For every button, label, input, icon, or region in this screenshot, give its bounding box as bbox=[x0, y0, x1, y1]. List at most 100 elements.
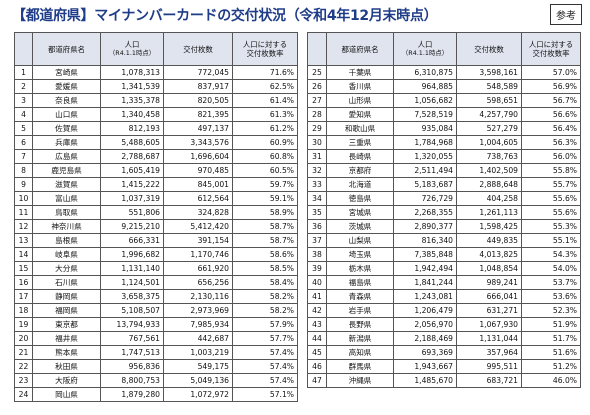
table-cell: 71.6% bbox=[232, 65, 298, 80]
table-cell: 38 bbox=[307, 247, 327, 262]
table-row: 4 山口県 1,340,458 821,395 61.3% bbox=[14, 107, 298, 122]
table-row: 33 北海道 5,183,687 2,888,648 55.7% bbox=[307, 177, 581, 192]
table-cell: 2,268,355 bbox=[393, 205, 457, 220]
table-cell: 31 bbox=[307, 149, 327, 164]
table-cell: 35 bbox=[307, 205, 327, 220]
table-cell: 995,511 bbox=[456, 359, 522, 374]
table-cell: 56.6% bbox=[521, 107, 581, 122]
table-cell: 55.8% bbox=[521, 163, 581, 178]
table-cell: 20 bbox=[14, 331, 33, 346]
table-cell: 551,806 bbox=[100, 205, 164, 220]
table-row: 17 静岡県 3,658,375 2,130,116 58.2% bbox=[14, 289, 298, 304]
header-text: 人口 bbox=[417, 40, 433, 49]
table-cell: 33 bbox=[307, 177, 327, 192]
table-cell: 40 bbox=[307, 275, 327, 290]
table-cell: 772,045 bbox=[163, 65, 233, 80]
table-cell: 738,763 bbox=[456, 149, 522, 164]
table-cell: 59.1% bbox=[232, 191, 298, 206]
table-row: 10 富山県 1,037,319 612,564 59.1% bbox=[14, 191, 298, 206]
table-row: 9 滋賀県 1,415,222 845,001 59.7% bbox=[14, 177, 298, 192]
table-cell: 598,651 bbox=[456, 93, 522, 108]
table-row: 16 石川県 1,124,501 656,256 58.4% bbox=[14, 275, 298, 290]
table-cell: 3 bbox=[14, 93, 33, 108]
table-cell: 福島県 bbox=[326, 275, 394, 290]
table-cell: 青森県 bbox=[326, 289, 394, 304]
table-cell: 60.5% bbox=[232, 163, 298, 178]
table-cell: 7,528,519 bbox=[393, 107, 457, 122]
table-row: 18 福岡県 5,108,507 2,973,969 58.2% bbox=[14, 303, 298, 318]
header-cell: 都道府県名 bbox=[32, 32, 101, 66]
table-cell: 1,243,081 bbox=[393, 289, 457, 304]
table-cell: 989,241 bbox=[456, 275, 522, 290]
table-cell: 15 bbox=[14, 261, 33, 276]
table-cell: 51.2% bbox=[521, 359, 581, 374]
table-cell: 62.5% bbox=[232, 79, 298, 94]
table-cell: 47 bbox=[307, 373, 327, 388]
table-cell: 5,108,507 bbox=[100, 303, 164, 318]
table-cell: 1,003,219 bbox=[163, 345, 233, 360]
header-cell: 人口に対する 交付枚数率 bbox=[232, 32, 298, 66]
table-cell: 8,800,753 bbox=[100, 373, 164, 388]
table-cell: 51.9% bbox=[521, 317, 581, 332]
table-row: 39 栃木県 1,942,494 1,048,854 54.0% bbox=[307, 261, 581, 276]
title: 【都道府県】マイナンバーカードの交付状況（令和4年12月末時点） bbox=[12, 8, 438, 24]
table-cell: 683,721 bbox=[456, 373, 522, 388]
table-cell: 55.7% bbox=[521, 177, 581, 192]
table-cell: 812,193 bbox=[100, 121, 164, 136]
table-cell: 1,261,113 bbox=[456, 205, 522, 220]
table-cell: 1,841,244 bbox=[393, 275, 457, 290]
table-row: 32 京都府 2,511,494 1,402,509 55.8% bbox=[307, 163, 581, 178]
data-table: 都道府県名 人口 （R4.1.1時点） 交付枚数 人口に対する 交付枚数率 25 千葉県 6,3… bbox=[307, 32, 581, 388]
table-cell: 1,067,930 bbox=[456, 317, 522, 332]
table-cell: 1,879,280 bbox=[100, 387, 164, 402]
table-cell: 1,605,419 bbox=[100, 163, 164, 178]
table-row: 35 宮城県 2,268,355 1,261,113 55.6% bbox=[307, 205, 581, 220]
table-cell: 59.7% bbox=[232, 177, 298, 192]
header-cell: 人口 （R4.1.1時点） bbox=[100, 32, 164, 66]
table-cell: 滋賀県 bbox=[32, 177, 101, 192]
table-cell: 57.4% bbox=[232, 359, 298, 374]
table-cell: 28 bbox=[307, 107, 327, 122]
table-cell: 357,964 bbox=[456, 345, 522, 360]
table-cell: 山形県 bbox=[326, 93, 394, 108]
table-cell: 23 bbox=[14, 373, 33, 388]
header-text: 人口に対する bbox=[242, 40, 288, 49]
table-row: 20 福井県 767,561 442,687 57.7% bbox=[14, 331, 298, 346]
table-row: 25 千葉県 6,310,875 3,598,161 57.0% bbox=[307, 65, 581, 80]
header-cell: 交付枚数 bbox=[163, 32, 233, 66]
table-cell: 58.7% bbox=[232, 219, 298, 234]
table-cell: 726,729 bbox=[393, 191, 457, 206]
table-cell: 2,056,970 bbox=[393, 317, 457, 332]
table-cell: 宮城県 bbox=[326, 205, 394, 220]
table-row: 47 沖縄県 1,485,670 683,721 46.0% bbox=[307, 373, 581, 388]
table-cell: 666,041 bbox=[456, 289, 522, 304]
table-cell: 3,598,161 bbox=[456, 65, 522, 80]
table-cell: 956,836 bbox=[100, 359, 164, 374]
table-cell: 41 bbox=[307, 289, 327, 304]
table-cell: 岐阜県 bbox=[32, 247, 101, 262]
table-cell: 徳島県 bbox=[326, 191, 394, 206]
table-cell: 群馬県 bbox=[326, 359, 394, 374]
table-row: 8 鹿児島県 1,605,419 970,485 60.5% bbox=[14, 163, 298, 178]
table-cell: 30 bbox=[307, 135, 327, 150]
table-cell: 奈良県 bbox=[32, 93, 101, 108]
table-cell: 39 bbox=[307, 261, 327, 276]
table-cell: 45 bbox=[307, 345, 327, 360]
table-cell: 鹿児島県 bbox=[32, 163, 101, 178]
header-cell bbox=[307, 32, 327, 66]
table-cell: 57.9% bbox=[232, 317, 298, 332]
header-text: 人口 bbox=[124, 40, 140, 49]
table-cell: 1,784,968 bbox=[393, 135, 457, 150]
table-cell: 970,485 bbox=[163, 163, 233, 178]
table-cell: 広島県 bbox=[32, 149, 101, 164]
table-cell: 549,175 bbox=[163, 359, 233, 374]
table-cell: 2 bbox=[14, 79, 33, 94]
table-cell: 36 bbox=[307, 219, 327, 234]
table-cell: 57.7% bbox=[232, 331, 298, 346]
table-cell: 1,402,509 bbox=[456, 163, 522, 178]
table-cell: 岡山県 bbox=[32, 387, 101, 402]
table-cell: 43 bbox=[307, 317, 327, 332]
table-cell: 60.8% bbox=[232, 149, 298, 164]
table-cell: 527,279 bbox=[456, 121, 522, 136]
